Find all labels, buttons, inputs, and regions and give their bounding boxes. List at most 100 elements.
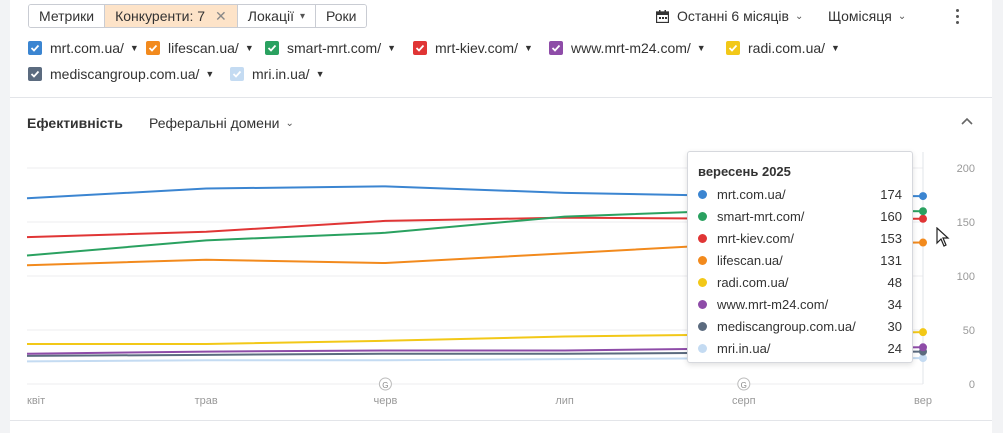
granularity-label: Щомісяця [828,8,892,24]
checkbox[interactable] [28,41,42,55]
marker-label: G [741,381,747,390]
y-tick-label: 100 [957,271,975,283]
period-dropdown[interactable]: Останні 6 місяців ⌄ [656,6,803,26]
marker-label: G [382,381,388,390]
tooltip-row: mrt.com.ua/174 [698,183,902,205]
tab-competitors[interactable]: Конкуренти: 7 ✕ [105,5,238,27]
legend-dot [698,255,707,265]
caret-down-icon[interactable]: ▼ [696,43,706,53]
series-point [919,354,927,363]
tooltip-row: radi.com.ua/48 [698,271,902,293]
checkbox[interactable] [549,41,563,55]
domain-label: mrt-kiev.com/ [435,40,518,56]
caret-down-icon[interactable]: ▼ [387,43,397,53]
caret-down-icon[interactable]: ▼ [129,43,139,53]
checkbox[interactable] [230,67,244,81]
domain-filter-item[interactable]: mediscangroup.com.ua/ ▼ [28,66,214,82]
checkbox[interactable] [265,41,279,55]
caret-down-icon[interactable]: ▼ [315,69,325,79]
close-icon[interactable]: ✕ [215,7,227,24]
domain-label: mediscangroup.com.ua/ [50,66,200,82]
tooltip-series-name: www.mrt-m24.com/ [717,296,829,312]
caret-down-icon[interactable]: ▼ [205,69,215,79]
domain-filter-item[interactable]: lifescan.ua/ ▼ [146,40,254,56]
tooltip-series-name: radi.com.ua/ [717,274,789,290]
tooltip-row: www.mrt-m24.com/34 [698,293,902,315]
domain-label: smart-mrt.com/ [287,40,382,56]
domain-filter-item[interactable]: www.mrt-m24.com/ ▼ [549,40,706,56]
tooltip-series-value: 160 [880,208,902,224]
chevron-down-icon: ▾ [299,10,305,22]
metric-dropdown[interactable]: Реферальні домени ⌄ [149,115,294,131]
calendar-icon [656,9,669,23]
tooltip-row: mediscangroup.com.ua/30 [698,315,902,337]
x-tick-label: квіт [27,395,45,407]
legend-dot [698,189,707,199]
collapse-icon[interactable] [958,113,976,131]
tooltip-series-value: 131 [880,252,902,268]
series-point [919,238,927,247]
legend-dot [698,277,707,287]
tooltip-series-name: mri.in.ua/ [717,340,771,356]
tooltip-series-name: mrt-kiev.com/ [717,230,795,246]
series-point [919,192,927,201]
tab-metrics-label: Метрики [39,8,95,24]
divider [10,420,992,421]
tooltip-row: smart-mrt.com/160 [698,205,902,227]
checkbox[interactable] [726,41,740,55]
checkbox[interactable] [28,67,42,81]
domain-label: www.mrt-m24.com/ [571,40,691,56]
tab-years[interactable]: Роки [316,5,367,27]
more-options-icon[interactable] [947,6,967,26]
tooltip-series-value: 30 [887,318,902,334]
chevron-down-icon: ⌄ [897,10,907,22]
x-tick-label: черв [373,395,397,407]
tab-years-label: Роки [326,8,357,24]
tab-locations[interactable]: Локації ▾ [237,5,316,27]
toolbar-tabs: Метрики Конкуренти: 7 ✕ Локації ▾ Роки [28,4,368,28]
y-tick-label: 150 [957,217,975,229]
y-tick-label: 50 [963,325,975,337]
tooltip-row: lifescan.ua/131 [698,249,902,271]
tooltip-series-value: 153 [880,230,902,246]
legend-dot [698,343,707,353]
card: Метрики Конкуренти: 7 ✕ Локації ▾ Роки Ост… [10,0,992,433]
series-point [919,207,927,216]
series-point [919,214,927,223]
granularity-dropdown[interactable]: Щомісяця ⌄ [828,6,906,26]
mouse-cursor-icon [936,227,950,247]
section-title: Ефективність [27,115,123,131]
domain-filter-item[interactable]: mrt-kiev.com/ ▼ [413,40,533,56]
x-tick-label: вер [914,395,932,407]
caret-down-icon[interactable]: ▼ [244,43,254,53]
domain-filter-item[interactable]: smart-mrt.com/ ▼ [265,40,396,56]
series-point [919,343,927,352]
tooltip-title: вересень 2025 [698,164,791,179]
legend-dot [698,233,707,243]
y-tick-label: 200 [957,163,975,175]
divider [10,97,992,98]
x-tick-label: лип [555,395,574,407]
tab-competitors-label: Конкуренти: 7 [115,8,206,24]
google-update-marker [737,377,751,391]
y-tick-label: 0 [969,379,975,391]
checkbox[interactable] [413,41,427,55]
checkbox[interactable] [146,41,160,55]
tooltip-series-value: 24 [887,340,902,356]
caret-down-icon[interactable]: ▼ [523,43,533,53]
caret-down-icon[interactable]: ▼ [831,43,840,53]
tooltip-series-name: mediscangroup.com.ua/ [717,318,856,334]
domain-filter-item[interactable]: radi.com.ua/ ▼ [726,40,840,56]
tooltip-row: mrt-kiev.com/153 [698,227,902,249]
chevron-down-icon: ⌄ [285,117,294,129]
domain-filter-item[interactable]: mrt.com.ua/ ▼ [28,40,139,56]
x-tick-label: серп [732,395,756,407]
period-label: Останні 6 місяців [677,8,789,24]
tooltip-series-name: mrt.com.ua/ [717,186,786,202]
tab-locations-label: Локації [247,8,294,24]
tab-metrics[interactable]: Метрики [29,5,106,27]
tooltip-row: mri.in.ua/24 [698,337,902,359]
tooltip-series-value: 34 [887,296,902,312]
metric-dropdown-label: Реферальні домени [149,115,280,131]
domain-filter-item[interactable]: mri.in.ua/ ▼ [230,66,325,82]
